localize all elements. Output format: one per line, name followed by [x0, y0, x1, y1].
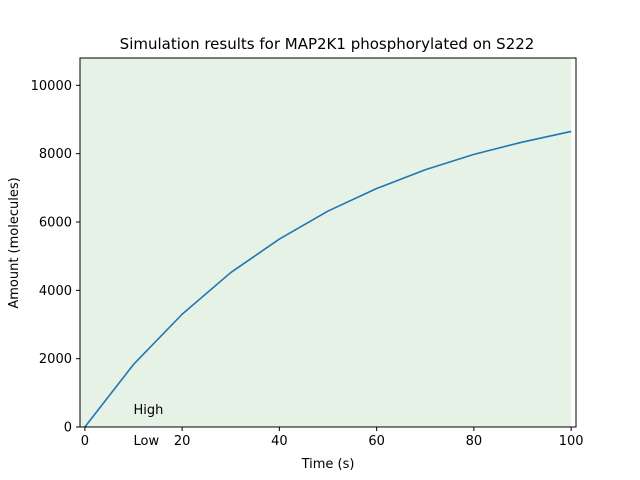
series-line-0	[84, 130, 572, 428]
axes: 0 20 40 60 80 100 0 2000 4000 6000 8000 10000	[31, 57, 584, 449]
y-tick-label: 4000	[39, 284, 72, 299]
y-tick-label: 6000	[39, 216, 72, 231]
series-layer	[84, 130, 572, 428]
annotations: High Low	[133, 403, 163, 449]
annotation-high: High	[133, 403, 163, 418]
x-tick-label: 40	[271, 434, 288, 449]
y-axis-label: Amount (molecules)	[7, 177, 22, 308]
x-tick-label: 20	[174, 434, 191, 449]
y-tick-label: 0	[64, 421, 72, 436]
annotation-low: Low	[133, 434, 159, 449]
background-band	[80, 58, 572, 427]
x-tick-label: 0	[81, 434, 89, 449]
x-tick-label: 100	[559, 434, 584, 449]
chart-title: Simulation results for MAP2K1 phosphoryl…	[120, 35, 535, 53]
y-tick-label: 8000	[39, 147, 72, 162]
x-tick-label: 80	[466, 434, 483, 449]
plot-frame	[79, 57, 577, 428]
x-axis-label: Time (s)	[301, 457, 355, 472]
x-tick-label: 60	[368, 434, 385, 449]
y-tick-label: 10000	[31, 79, 72, 94]
y-tick-label: 2000	[39, 352, 72, 367]
plot-background	[80, 58, 572, 427]
